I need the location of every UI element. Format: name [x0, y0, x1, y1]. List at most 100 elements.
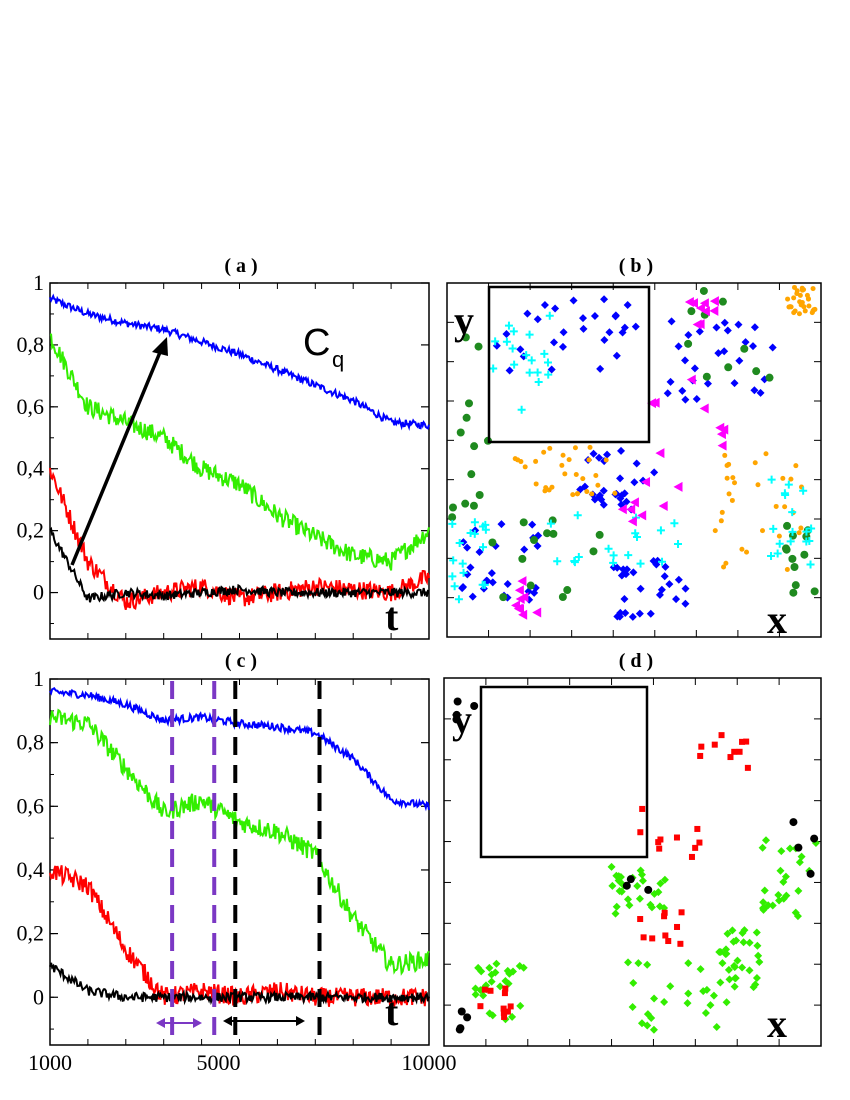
scatter-point-blue: [734, 320, 743, 329]
scatter-point-green: [782, 545, 791, 554]
scatter-point-red: [739, 738, 746, 745]
scatter-point-magenta: [519, 592, 529, 603]
scatter-point-green: [492, 959, 501, 968]
scatter-point-cyan: [767, 552, 776, 561]
scatter-point-red: [697, 752, 704, 759]
panel-a-title: ( a ): [224, 255, 257, 277]
scatter-point-orange: [584, 489, 590, 495]
scatter-point-green: [491, 968, 500, 977]
black-arrow-left-head: [223, 1016, 232, 1026]
scatter-point-green: [611, 909, 620, 918]
scatter-point-magenta: [695, 319, 705, 330]
scatter-point-green: [615, 887, 624, 896]
scatter-point-green: [479, 991, 488, 1000]
scatter-point-cyan: [525, 330, 534, 339]
scatter-point-green: [810, 587, 819, 596]
panel-b: ( b ) y x: [446, 255, 822, 642]
scatter-point-blue: [492, 341, 501, 350]
scatter-point-red: [694, 825, 701, 832]
scatter-point-blue: [631, 322, 640, 331]
scatter-point-orange: [586, 457, 592, 463]
panel-b-zoom-box: [487, 285, 651, 444]
scatter-point-cyan: [624, 551, 633, 560]
scatter-point-green: [656, 879, 665, 888]
scatter-point-black: [810, 834, 819, 843]
panel-d: ( d ) y x: [443, 650, 822, 1047]
scatter-point-blue: [589, 449, 598, 458]
scatter-point-magenta: [655, 448, 665, 459]
scatter-point-orange: [595, 482, 601, 488]
scatter-point-blue: [590, 312, 599, 321]
scatter-point-blue: [603, 450, 612, 459]
scatter-point-green: [448, 513, 457, 522]
scatter-point-green: [485, 1009, 494, 1018]
scatter-point-green: [646, 900, 655, 909]
scatter-point-blue: [621, 608, 630, 617]
panel-c: ( c ) 1 0,8 0,6 0,4 0,2 0 1000 5000 10000 t: [17, 650, 457, 1075]
scatter-point-orange: [760, 528, 766, 534]
scatter-point-green: [684, 959, 693, 968]
scatter-point-green: [614, 876, 623, 885]
scatter-point-red: [501, 990, 508, 997]
scatter-point-green: [740, 926, 749, 935]
scatter-point-green: [779, 878, 788, 887]
scatter-point-orange: [724, 475, 730, 481]
scatter-point-green: [759, 898, 768, 907]
scatter-point-green: [563, 586, 572, 595]
scatter-point-cyan: [504, 321, 513, 330]
scatter-point-blue: [502, 330, 511, 339]
scatter-point-blue: [505, 366, 514, 375]
scatter-point-cyan: [455, 539, 464, 548]
scatter-point-blue: [684, 330, 693, 339]
scatter-point-blue: [523, 309, 532, 318]
scatter-point-orange: [739, 546, 745, 552]
y-tick-label: 0,2: [17, 518, 45, 543]
scatter-point-magenta: [699, 403, 709, 414]
scatter-point-green: [499, 593, 508, 602]
scatter-point-blue: [600, 336, 609, 345]
scatter-point-green: [464, 399, 473, 408]
panel-d-zoom-box: [479, 685, 649, 859]
scatter-point-green: [740, 344, 749, 353]
scatter-point-green: [654, 888, 663, 897]
scatter-point-magenta: [517, 576, 527, 587]
panel-d-title: ( d ): [619, 650, 653, 672]
scatter-point-cyan: [508, 344, 517, 353]
scatter-point-orange: [587, 444, 593, 450]
scatter-point-green: [508, 1012, 517, 1021]
scatter-point-blue: [703, 379, 712, 388]
scatter-point-orange: [784, 567, 790, 573]
scatter-point-green: [753, 941, 762, 950]
scatter-point-green: [759, 905, 768, 914]
scatter-point-cyan: [788, 508, 797, 517]
scatter-point-blue: [616, 474, 625, 483]
scatter-point-cyan: [470, 529, 479, 538]
scatter-point-green: [724, 363, 733, 372]
panel-b-y-label: y: [454, 298, 474, 343]
scatter-point-green: [488, 538, 497, 547]
scatter-point-cyan: [459, 568, 468, 577]
scatter-point-magenta: [709, 296, 719, 307]
scatter-point-green: [752, 974, 761, 983]
scatter-point-green: [461, 499, 470, 508]
scatter-point-green: [730, 961, 739, 970]
scatter-point-red: [507, 1003, 514, 1010]
scatter-point-blue: [723, 326, 732, 335]
scatter-point-blue: [620, 489, 629, 498]
scatter-point-blue: [735, 356, 744, 365]
series-line-green: [49, 708, 430, 976]
scatter-point-green: [471, 990, 480, 999]
scatter-point-green: [683, 999, 692, 1008]
panel-b-x-label: x: [767, 597, 787, 642]
scatter-point-blue: [578, 314, 587, 323]
scatter-point-blue: [618, 328, 627, 337]
scatter-point-cyan: [491, 337, 500, 346]
scatter-point-green: [650, 994, 659, 1003]
scatter-point-orange: [573, 472, 579, 478]
scatter-point-cyan: [780, 489, 789, 498]
scatter-point-cyan: [517, 405, 526, 414]
scatter-point-red: [504, 1008, 511, 1015]
scatter-point-cyan: [450, 582, 459, 591]
scatter-point-cyan: [786, 537, 795, 546]
scatter-point-cyan: [525, 368, 534, 377]
